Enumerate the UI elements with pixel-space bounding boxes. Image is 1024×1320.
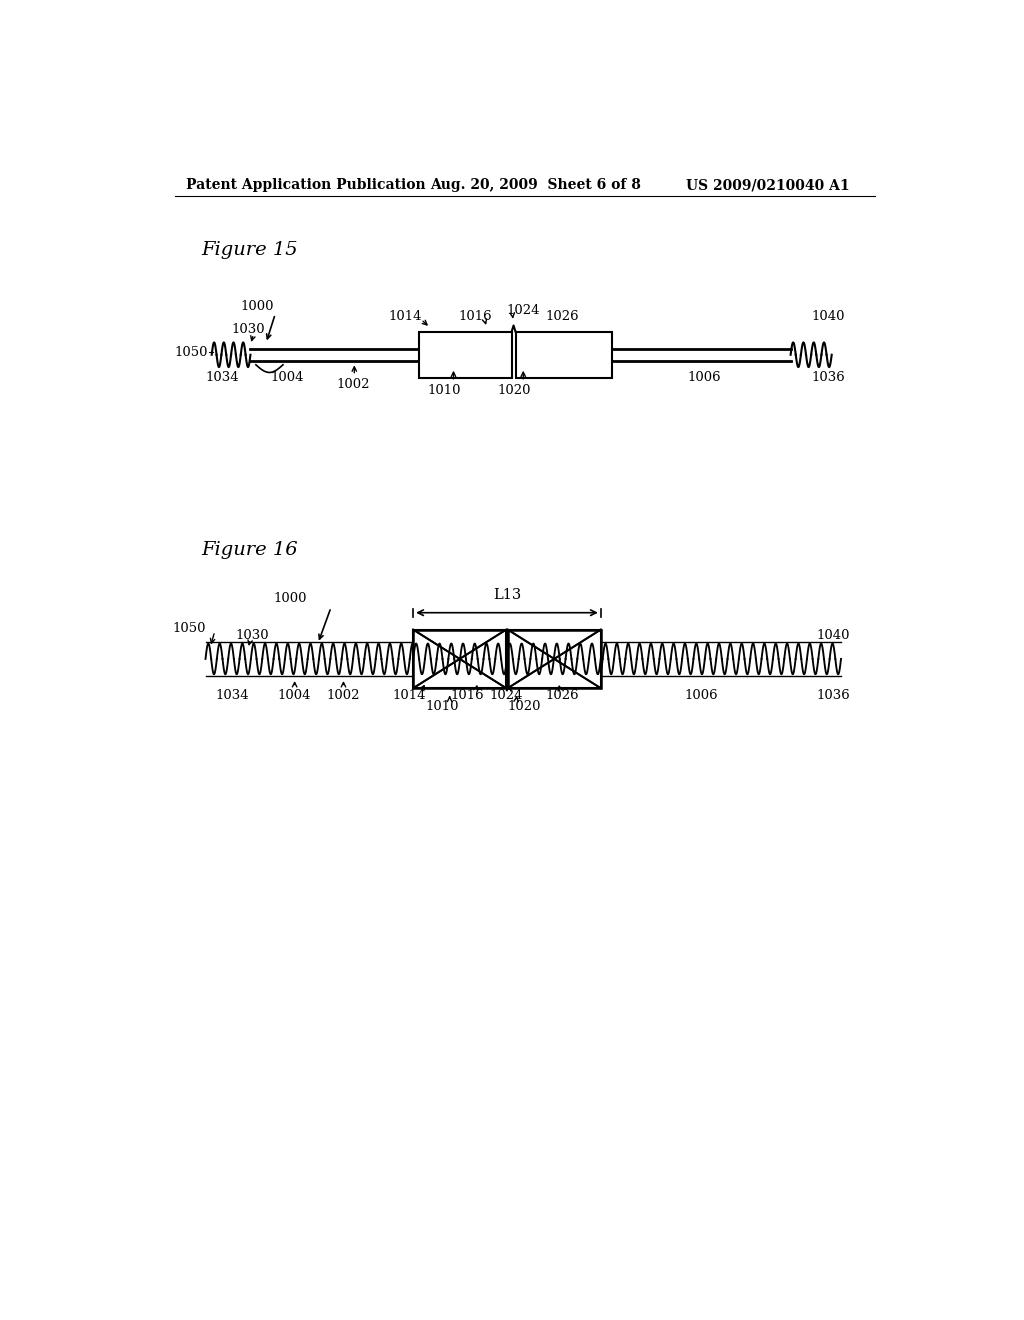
Text: 1016: 1016 — [459, 310, 492, 323]
Text: US 2009/0210040 A1: US 2009/0210040 A1 — [686, 178, 850, 193]
Bar — [414, 630, 506, 688]
Bar — [508, 630, 601, 688]
Text: Figure 16: Figure 16 — [202, 541, 298, 558]
Text: 1010: 1010 — [427, 384, 461, 397]
Text: 1024: 1024 — [489, 689, 523, 702]
Text: 1016: 1016 — [451, 689, 484, 702]
Text: 1026: 1026 — [545, 689, 579, 702]
Text: 1004: 1004 — [270, 371, 304, 384]
Text: 1000: 1000 — [241, 300, 273, 313]
Text: 1026: 1026 — [545, 310, 579, 323]
Text: 1000: 1000 — [273, 593, 307, 606]
Text: Figure 15: Figure 15 — [202, 240, 298, 259]
Text: 1036: 1036 — [816, 689, 850, 702]
Bar — [515, 331, 612, 378]
Text: 1024: 1024 — [506, 305, 540, 317]
Text: 1034: 1034 — [206, 371, 240, 384]
Text: 1040: 1040 — [812, 310, 845, 323]
Text: 1030: 1030 — [231, 323, 264, 335]
Text: 1002: 1002 — [327, 689, 360, 702]
Text: 1040: 1040 — [816, 630, 850, 643]
Text: 1036: 1036 — [812, 371, 845, 384]
Bar — [414, 630, 506, 688]
Text: 1006: 1006 — [685, 689, 718, 702]
Text: 1020: 1020 — [508, 700, 542, 713]
Text: 1030: 1030 — [234, 630, 268, 643]
Text: 1002: 1002 — [336, 379, 370, 391]
Text: L13: L13 — [493, 587, 521, 602]
Bar — [419, 331, 512, 378]
Text: 1004: 1004 — [278, 689, 311, 702]
Bar — [414, 630, 506, 688]
Text: Patent Application Publication: Patent Application Publication — [186, 178, 426, 193]
Text: Aug. 20, 2009  Sheet 6 of 8: Aug. 20, 2009 Sheet 6 of 8 — [430, 178, 641, 193]
Text: 1034: 1034 — [216, 689, 250, 702]
Text: 1020: 1020 — [498, 384, 530, 397]
Text: 1006: 1006 — [687, 371, 721, 384]
Text: 1050: 1050 — [174, 346, 208, 359]
Text: 1050: 1050 — [172, 622, 206, 635]
Text: 1010: 1010 — [425, 700, 459, 713]
Text: 1014: 1014 — [389, 310, 422, 323]
Text: 1014: 1014 — [392, 689, 426, 702]
Bar — [508, 630, 601, 688]
Bar — [508, 630, 601, 688]
